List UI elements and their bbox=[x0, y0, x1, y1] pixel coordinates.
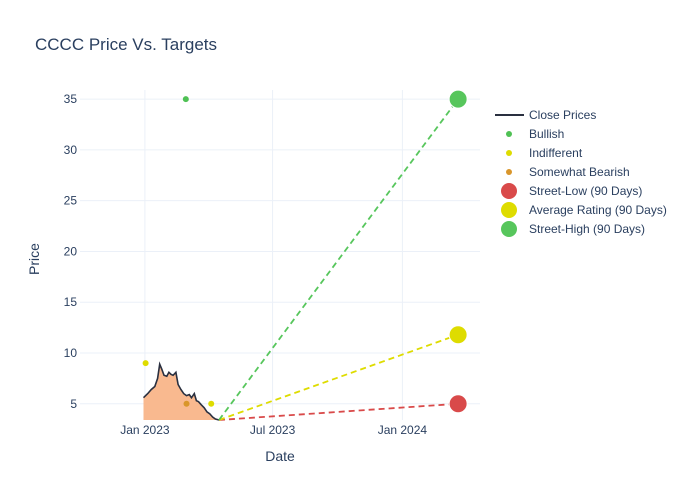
target-trend-line bbox=[218, 402, 459, 421]
legend-item-label[interactable]: Street-High (90 Days) bbox=[529, 222, 645, 236]
legend-dot-swatch bbox=[506, 131, 512, 137]
plot-area bbox=[142, 89, 468, 421]
x-axis-title: Date bbox=[265, 448, 295, 464]
legend-item-label[interactable]: Bullish bbox=[529, 127, 564, 141]
rating-point[interactable] bbox=[182, 96, 189, 103]
y-tick-label: 35 bbox=[64, 92, 78, 106]
x-tick-label: Jan 2024 bbox=[378, 423, 428, 437]
y-tick-label: 20 bbox=[64, 244, 78, 258]
legend-item-label[interactable]: Average Rating (90 Days) bbox=[529, 203, 667, 217]
legend-dot-swatch bbox=[506, 150, 512, 156]
legend-marker-swatch bbox=[501, 221, 517, 237]
axes: 5 10 15 20 25 30 35 Jan 2023 Jul 2023 Jan 2024 bbox=[64, 92, 428, 437]
x-tick-label: Jul 2023 bbox=[250, 423, 296, 437]
legend-item-label[interactable]: Somewhat Bearish bbox=[529, 165, 630, 179]
x-tick-label: Jan 2023 bbox=[120, 423, 170, 437]
y-tick-label: 30 bbox=[64, 143, 78, 157]
legend-marker-swatch bbox=[501, 202, 517, 218]
chart-title: CCCC Price Vs. Targets bbox=[35, 35, 217, 54]
y-axis-title: Price bbox=[26, 243, 42, 275]
target-trend-line bbox=[218, 98, 459, 421]
y-tick-label: 5 bbox=[70, 397, 77, 411]
target-marker[interactable] bbox=[448, 89, 468, 109]
close-price-area bbox=[143, 364, 219, 420]
rating-point[interactable] bbox=[183, 400, 190, 407]
y-tick-label: 25 bbox=[64, 194, 78, 208]
legend-item-label[interactable]: Indifferent bbox=[529, 146, 583, 160]
legend-item-label[interactable]: Close Prices bbox=[529, 108, 596, 122]
legend-marker-swatch bbox=[501, 183, 517, 199]
target-marker[interactable] bbox=[448, 325, 468, 345]
rating-point[interactable] bbox=[142, 360, 149, 367]
y-tick-label: 15 bbox=[64, 295, 78, 309]
y-tick-label: 10 bbox=[64, 346, 78, 360]
target-marker[interactable] bbox=[448, 394, 468, 414]
legend-dot-swatch bbox=[506, 169, 512, 175]
target-trend-line bbox=[218, 333, 459, 421]
grid bbox=[80, 90, 480, 420]
legend-item-label[interactable]: Street-Low (90 Days) bbox=[529, 184, 642, 198]
rating-point[interactable] bbox=[208, 400, 215, 407]
legend[interactable]: Close Prices Bullish Indifferent Somewhat B… bbox=[495, 108, 667, 237]
close-price-line bbox=[142, 361, 220, 421]
